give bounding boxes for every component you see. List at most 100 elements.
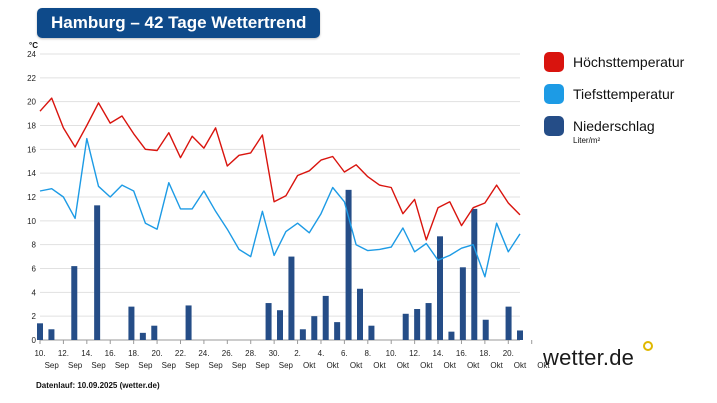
x-tick-month: Okt [467,361,480,370]
x-tick-month: Okt [303,361,316,370]
x-axis-ticks: 10.Sep12.Sep14.Sep16.Sep18.Sep20.Sep22.S… [34,340,550,370]
precipitation-bar [459,267,466,340]
precipitation-bar [368,325,375,340]
x-tick-day: 10. [386,349,397,358]
x-tick-month: Sep [115,361,130,370]
precipitation-bar [37,323,43,340]
y-tick-label: 18 [27,122,36,131]
x-tick-month: Sep [279,361,294,370]
x-tick-day: 14. [432,349,443,358]
grid-lines [40,53,520,341]
x-tick-month: Sep [45,361,60,370]
y-tick-label: 12 [27,193,36,202]
x-tick-month: Sep [232,361,247,370]
y-tick-label: 4 [32,288,37,297]
legend-item-max: Höchsttemperatur [544,52,684,72]
x-tick-month: Okt [537,361,550,370]
precipitation-bar [505,306,512,340]
x-tick-month: Sep [162,361,177,370]
y-tick-label: 20 [27,98,36,107]
precipitation-bar [425,303,432,340]
x-tick-day: 26. [222,349,233,358]
temperature-lines [39,97,521,278]
x-tick-month: Sep [255,361,270,370]
precipitation-bar [151,325,158,340]
precipitation-bar [139,332,146,340]
x-tick-day: 16. [456,349,467,358]
y-tick-label: 2 [32,312,37,321]
x-tick-day: 20. [152,349,163,358]
x-tick-month: Sep [68,361,83,370]
precipitation-bar [94,205,101,340]
x-tick-day: 10. [34,349,45,358]
precipitation-bar [471,208,478,340]
precipitation-bar [128,306,135,340]
x-tick-month: Sep [138,361,153,370]
legend-label-max: Höchsttemperatur [573,54,685,70]
x-tick-day: 12. [409,349,420,358]
legend-unit-precip: Liter/m² [573,136,601,145]
precipitation-bar [334,322,341,340]
x-tick-month: Sep [208,361,223,370]
x-tick-day: 4. [318,349,325,358]
precipitation-bar [482,319,489,340]
precipitation-bar [414,309,421,340]
y-axis-unit: °C [29,41,38,50]
legend-swatch-max [544,52,564,72]
chart-title: Hamburg – 42 Tage Wettertrend [37,8,321,38]
x-tick-month: Okt [350,361,363,370]
y-tick-label: 16 [27,145,36,154]
legend-label-precip: Niederschlag [573,118,655,134]
x-tick-month: Okt [397,361,410,370]
x-tick-day: 2. [294,349,301,358]
y-tick-label: 0 [32,336,37,345]
x-tick-month: Okt [444,361,457,370]
y-tick-label: 24 [27,50,36,59]
x-tick-month: Okt [420,361,433,370]
data-run-footnote: Datenlauf: 10.09.2025 (wetter.de) [36,381,160,390]
x-tick-month: Okt [490,361,503,370]
x-tick-day: 30. [269,349,280,358]
y-tick-label: 10 [27,217,36,226]
x-tick-day: 6. [341,349,348,358]
x-tick-month: Okt [373,361,386,370]
legend-item-precip: Niederschlag Liter/m² [544,116,655,146]
x-tick-day: 18. [128,349,139,358]
precipitation-bar [437,236,443,340]
legend-item-min: Tiefsttemperatur [544,84,674,104]
brand-logo-dot [643,341,653,351]
x-tick-day: 24. [198,349,209,358]
x-tick-day: 28. [245,349,256,358]
legend-swatch-precip [544,116,564,136]
x-tick-day: 14. [81,349,92,358]
x-tick-day: 8. [364,349,371,358]
precipitation-bar [448,331,455,340]
x-tick-month: Sep [185,361,200,370]
x-tick-month: Okt [326,361,339,370]
x-tick-day: 20. [503,349,514,358]
precipitation-bar [299,329,306,340]
precipitation-bar [185,305,192,340]
legend-label-min: Tiefsttemperatur [573,86,675,102]
x-tick-day: 12. [58,349,69,358]
precipitation-bar [357,288,363,340]
x-tick-month: Sep [91,361,106,370]
x-tick-month: Okt [514,361,527,370]
precipitation-bars [37,189,523,340]
y-tick-label: 22 [27,74,36,83]
precipitation-bar [71,266,78,340]
min-temperature-line [39,137,521,278]
precipitation-bar [288,256,295,340]
precipitation-bar [265,303,272,340]
precipitation-bar [277,310,283,340]
brand-logo: wetter.de [543,345,635,370]
precipitation-bar [48,329,55,340]
x-tick-day: 18. [479,349,490,358]
x-tick-day: 22. [175,349,186,358]
precipitation-bar [517,330,523,340]
legend-swatch-min [544,84,564,104]
precipitation-bar [345,189,352,340]
x-tick-day: 16. [105,349,116,358]
